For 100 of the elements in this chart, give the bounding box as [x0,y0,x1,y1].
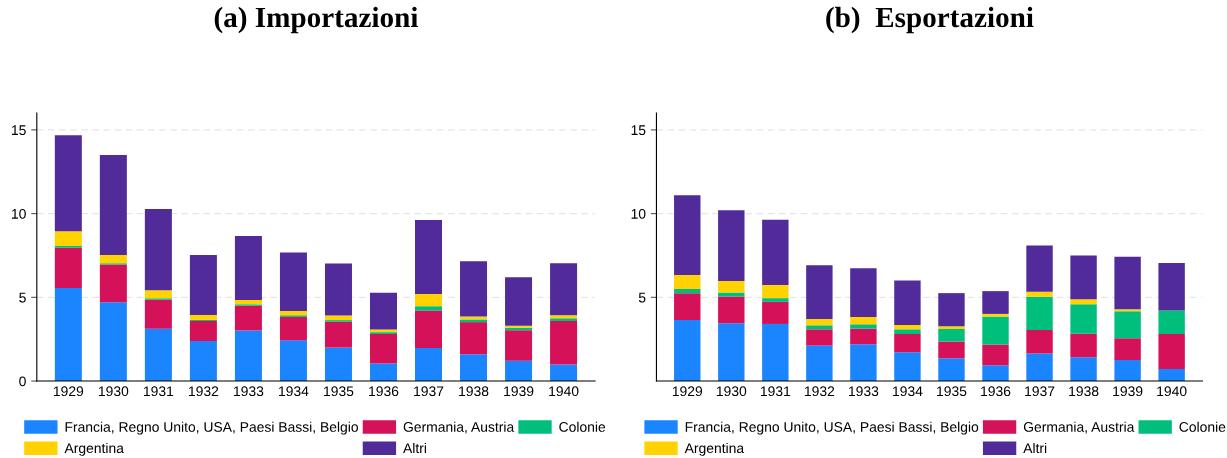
bar [1026,353,1053,382]
x-tick-label: 1932 [804,386,835,397]
bar [369,292,397,330]
bar [505,277,533,326]
bar [1070,357,1097,382]
x-tick-label: 1940 [549,386,579,397]
y-tick-label: 15 [12,125,26,136]
x-tick-label: 1933 [849,386,879,397]
bar [54,231,82,247]
bar [1158,334,1185,369]
x-tick-label: 1931 [143,386,174,397]
bar [894,352,921,382]
bar [54,247,82,289]
bar [1114,338,1141,360]
bar [718,210,745,282]
bar [806,325,833,330]
bar [279,310,307,316]
bar [762,298,789,302]
x-tick-label: 1936 [981,386,1011,397]
bar [982,291,1009,314]
bar [144,208,172,291]
x-tick-label: 1930 [716,386,747,397]
bar [415,219,443,294]
x-tick-label: 1935 [937,386,967,397]
bar [762,219,789,286]
bar [144,299,172,329]
bar [894,280,921,325]
bar [460,354,488,382]
bar [369,334,397,364]
x-tick-label: 1930 [98,386,129,397]
x-tick-label: 1937 [1025,386,1055,397]
bar [415,347,443,382]
bar [762,301,789,324]
bar [1026,296,1053,330]
bar [54,135,82,232]
bar [324,321,352,348]
bar [234,236,262,301]
bar [279,252,307,311]
legend-label: Colonie [1179,421,1226,432]
bar [718,296,745,324]
bar [674,275,701,290]
y-tick-label: 10 [12,208,26,219]
x-tick-label: 1929 [53,386,84,397]
x-tick-label: 1938 [459,386,489,397]
bar [234,305,262,331]
bar [369,363,397,382]
legend-label: Altri [403,442,426,454]
legend-label: Francia, Regno Unito, USA, Paesi Bassi, Belgio [65,421,358,435]
x-tick-label: 1936 [369,386,399,397]
bar [806,329,833,346]
bar [1070,255,1097,300]
bar [1114,256,1141,310]
bar [674,195,701,276]
bar [806,345,833,382]
bar [99,154,127,255]
bar [938,358,965,382]
x-tick-label: 1938 [1069,386,1099,397]
bar [550,263,578,316]
bar [550,321,578,365]
bar [1114,309,1141,312]
bar [144,328,172,382]
bar [189,321,217,342]
bar [1070,299,1097,305]
x-tick-label: 1932 [189,386,219,397]
x-tick-label: 1933 [234,386,264,397]
bar [415,293,443,307]
bar [982,344,1009,366]
bar [894,334,921,353]
bar [674,293,701,320]
text: Francia, Regno Unito, USA, Paesi Bassi, Belgio [685,421,979,435]
x-tick-label: 1929 [672,386,703,397]
bar [99,302,127,382]
bar [718,323,745,382]
bar [1158,263,1185,311]
x-tick-label: 1939 [504,386,534,397]
bar [1026,291,1053,297]
bar [718,292,745,297]
bar [1070,304,1097,334]
bar [234,330,262,382]
bar [1070,333,1097,358]
bar [850,316,877,325]
bar [99,254,127,264]
chart-title: (a) Importazioni [214,6,418,34]
x-tick-label: 1934 [893,386,923,397]
bar [234,300,262,305]
bar [894,324,921,330]
bar [982,313,1009,317]
bar [415,306,443,311]
bar [850,344,877,382]
bar [718,281,745,293]
y-tick-label: 0 [19,376,26,387]
bar [1158,310,1185,334]
bar [938,293,965,327]
bar [324,263,352,316]
bar [460,261,488,317]
y-tick-label: 5 [638,292,646,303]
bar [850,268,877,317]
chart-title: (b) Esportazioni [826,6,1034,34]
bar [550,364,578,382]
bar [54,288,82,382]
